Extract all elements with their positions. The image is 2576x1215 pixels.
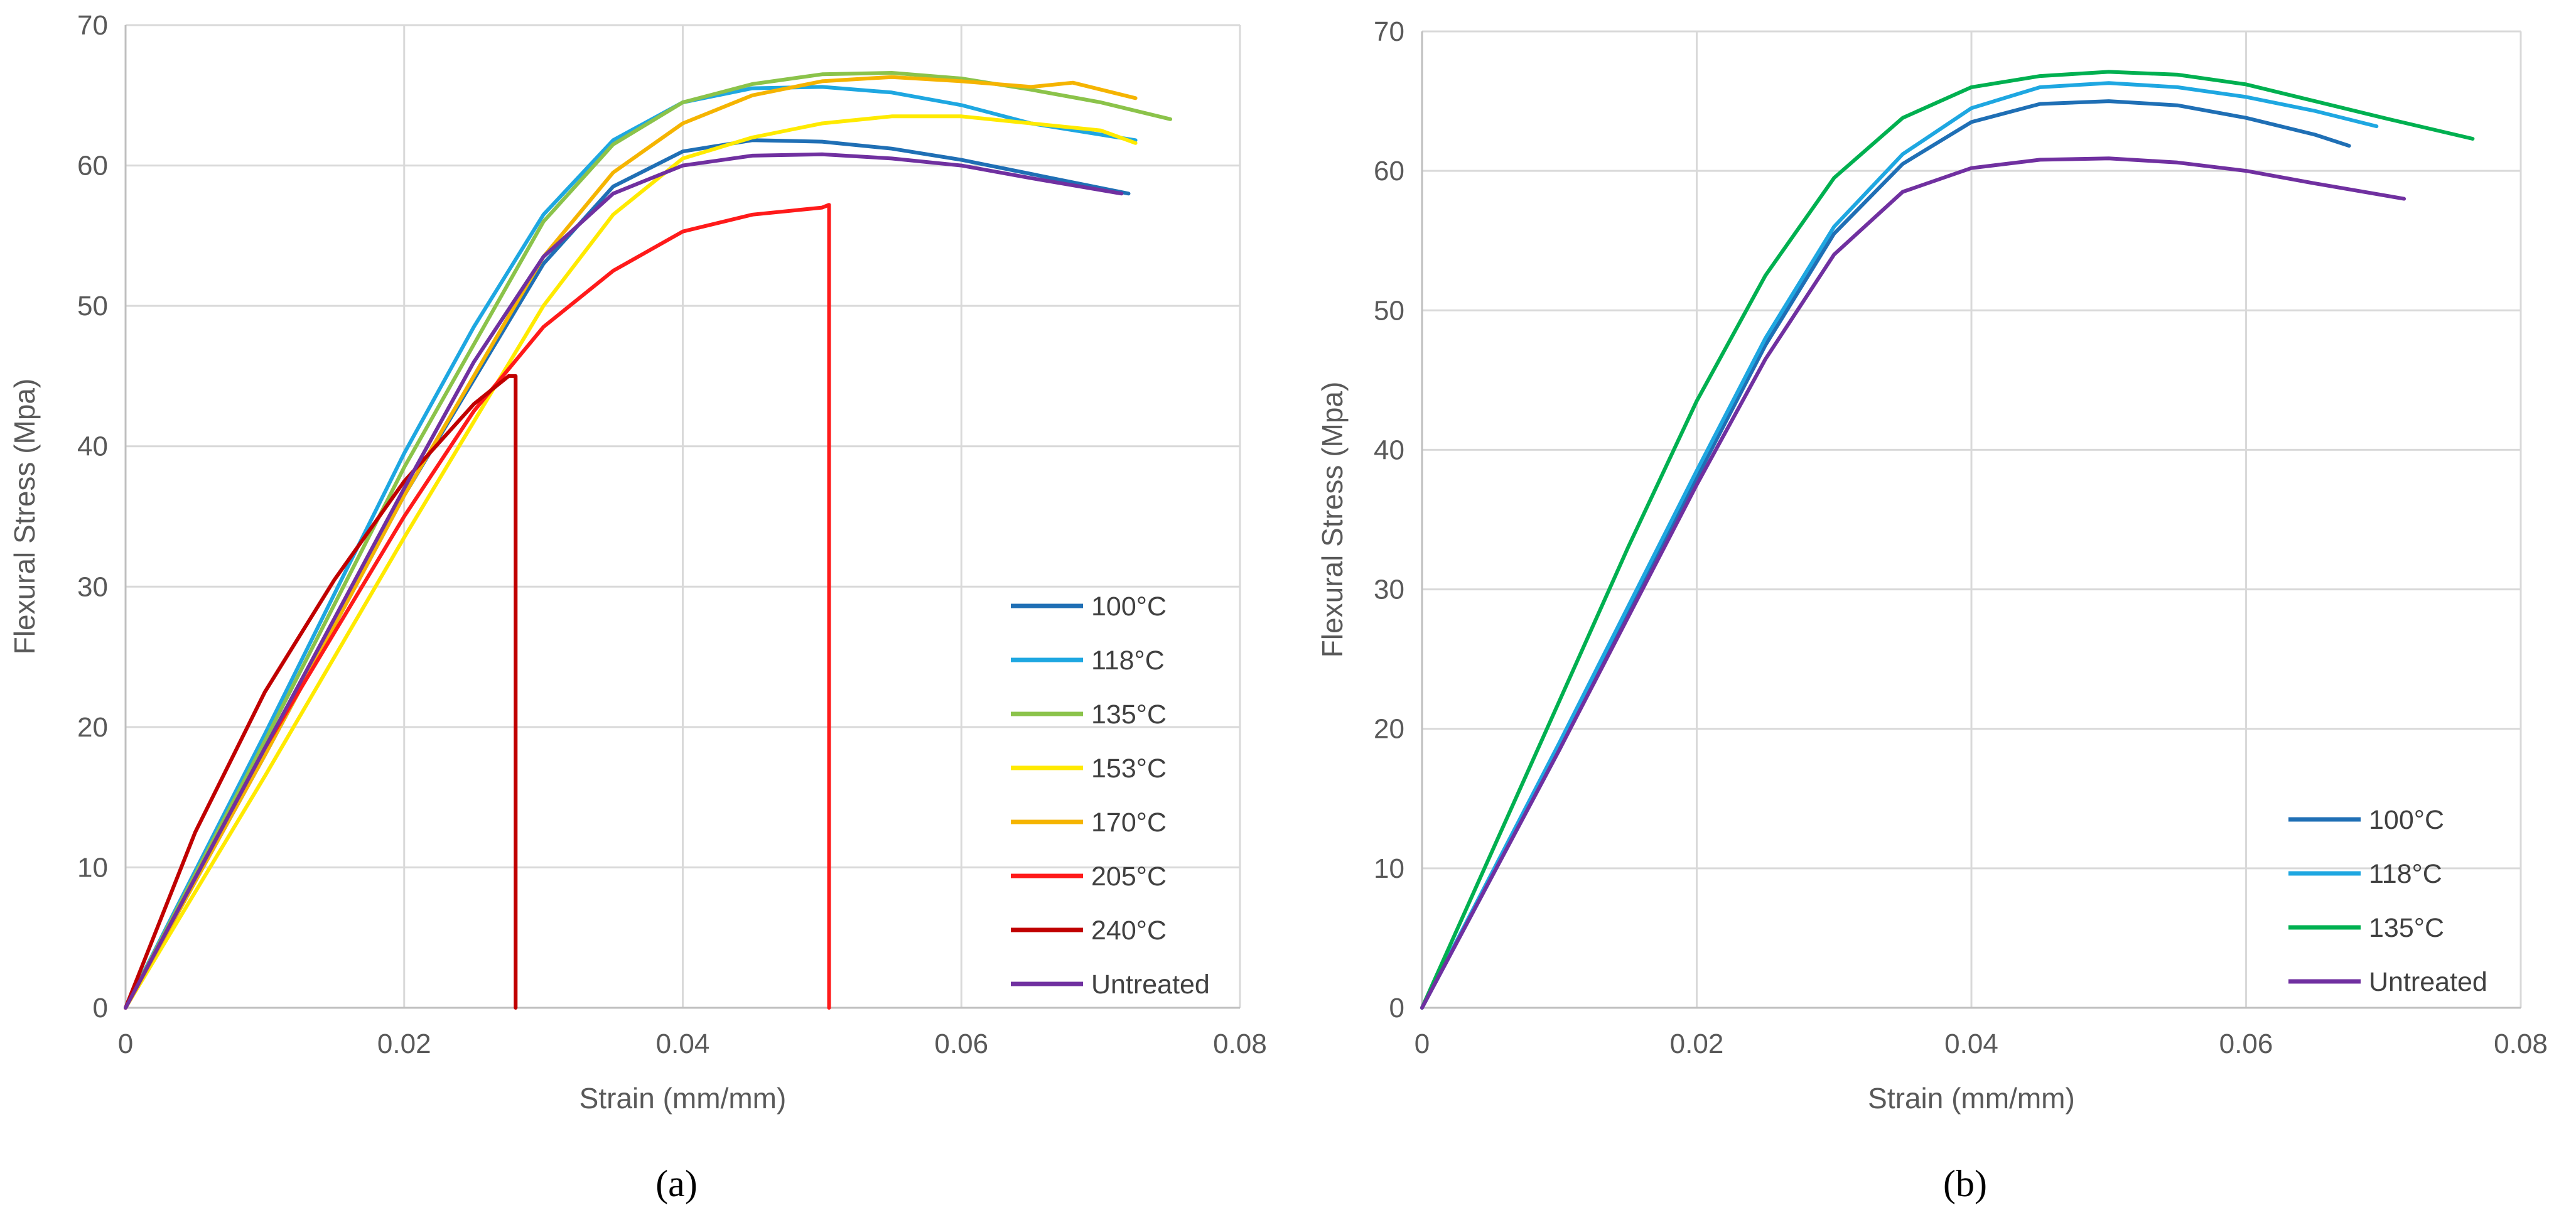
series-line-b-4 — [1420, 156, 2406, 1010]
legend-label: 135°C — [1091, 699, 1167, 730]
series-line-b-1 — [1420, 99, 2351, 1010]
y-tick-label: 30 — [77, 571, 108, 602]
legend-label: 100°C — [1091, 591, 1167, 622]
series-line-a-4 — [124, 114, 1138, 1010]
y-tick-label: 10 — [1374, 853, 1404, 884]
y-axis-title: Flexural Stress (Mpa) — [8, 379, 41, 655]
legend-label: 100°C — [2369, 805, 2444, 835]
y-tick-label: 40 — [1374, 435, 1404, 465]
series-line-a-1 — [124, 138, 1131, 1010]
series-line-a-6 — [124, 203, 831, 1010]
y-tick-label: 50 — [1374, 295, 1404, 326]
y-tick-label: 50 — [77, 291, 108, 321]
legend-label: 153°C — [1091, 753, 1167, 784]
y-tick-label: 40 — [77, 431, 108, 462]
legend-label: 170°C — [1091, 807, 1167, 838]
chart-panel-b: 0 10 20 30 40 50 60 70 0 0.02 0.04 0.06 0.08 100°C 118… — [1316, 16, 2548, 1204]
y-tick-label: 20 — [1374, 714, 1404, 745]
y-tick-label: 60 — [77, 151, 108, 181]
x-tick-label: 0.06 — [2219, 1029, 2273, 1059]
y-tick-label: 30 — [1374, 575, 1404, 605]
y-tick-label: 70 — [77, 10, 108, 41]
x-axis-title: Strain (mm/mm) — [579, 1082, 787, 1115]
legend-label: 135°C — [2369, 913, 2444, 943]
y-tick-label: 60 — [1374, 156, 1404, 186]
x-tick-label: 0.08 — [2494, 1029, 2548, 1059]
panel-caption-a: (a) — [655, 1163, 698, 1204]
series-line-a-3 — [124, 71, 1173, 1010]
y-tick-label: 0 — [1389, 993, 1404, 1023]
y-tick-label: 20 — [77, 712, 108, 743]
series-line-a-7 — [124, 374, 518, 1010]
y-tick-label: 70 — [1374, 16, 1404, 47]
y-tick-label: 10 — [77, 852, 108, 883]
series-line-b-3 — [1420, 70, 2475, 1010]
x-tick-label: 0.04 — [656, 1029, 710, 1059]
legend-label: 205°C — [1091, 861, 1167, 892]
series-line-a-2 — [124, 85, 1138, 1010]
series-line-b-2 — [1420, 81, 2379, 1010]
x-tick-label: 0 — [118, 1029, 133, 1059]
x-tick-label: 0.08 — [1213, 1029, 1267, 1059]
legend-b: 100°C 118°C 135°C Untreated — [2288, 805, 2487, 997]
x-axis-title: Strain (mm/mm) — [1868, 1082, 2075, 1115]
x-tick-label: 0.04 — [1944, 1029, 1998, 1059]
panel-caption-b: (b) — [1943, 1163, 1987, 1204]
series-line-a-5 — [124, 75, 1138, 1010]
x-tick-label: 0.02 — [377, 1029, 431, 1059]
legend-label: 118°C — [2369, 859, 2442, 889]
series-line-a-8 — [124, 152, 1124, 1010]
y-tick-label: 0 — [93, 993, 108, 1023]
legend-label: Untreated — [2369, 967, 2487, 997]
legend-label: 118°C — [1091, 645, 1165, 676]
legend-a: 100°C 118°C 135°C 153°C 170°C 205°C 240°C Untre… — [1011, 591, 1210, 1000]
x-tick-label: 0.06 — [934, 1029, 988, 1059]
x-tick-label: 0 — [1415, 1029, 1430, 1059]
legend-label: 240°C — [1091, 915, 1167, 946]
legend-label: Untreated — [1091, 969, 1210, 1000]
chart-panel-a: 0 10 20 30 40 50 60 70 0 0.02 0.04 0.06 0.08 100°C 118… — [8, 10, 1267, 1204]
y-axis-title: Flexural Stress (Mpa) — [1316, 382, 1349, 658]
x-tick-label: 0.02 — [1670, 1029, 1724, 1059]
